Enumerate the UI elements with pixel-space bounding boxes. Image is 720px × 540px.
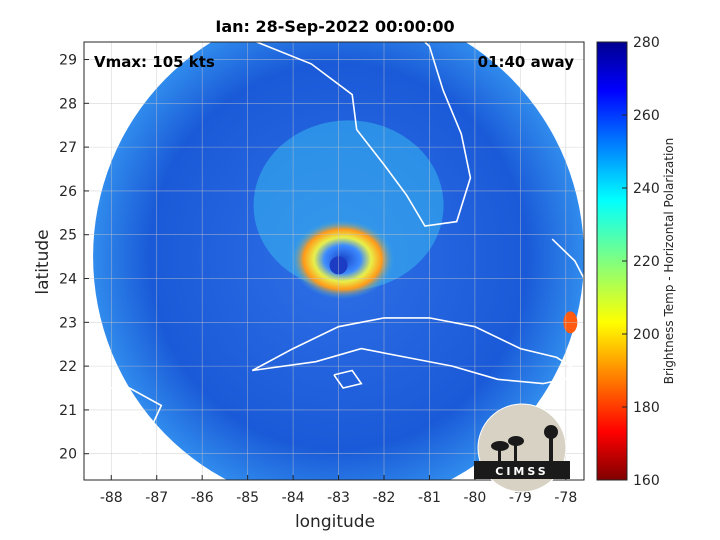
x-tick-label: -81 [418, 490, 441, 506]
x-tick-label: -87 [145, 490, 168, 506]
y-tick-label: 23 [59, 315, 77, 331]
colorbar-tick-label: 200 [633, 327, 660, 343]
colorbar-tick-label: 280 [633, 35, 660, 51]
y-tick-label: 26 [59, 184, 77, 200]
y-tick-label: 22 [59, 359, 77, 375]
chart-title: Ian: 28-Sep-2022 00:00:00 [215, 17, 454, 36]
cimss-logo: CIMSS [474, 403, 570, 493]
isla-juventud-coastline [333, 369, 363, 389]
x-tick-label: -86 [191, 490, 214, 506]
x-tick-label: -85 [236, 490, 259, 506]
x-tick-label: -84 [282, 490, 305, 506]
bahamas-coastline [551, 238, 584, 279]
plot-area-border [83, 41, 585, 481]
x-tick-label: -88 [100, 490, 123, 506]
y-tick-label: 24 [59, 272, 77, 288]
y-tick-label: 28 [59, 96, 77, 112]
x-tick-label: -79 [509, 490, 532, 506]
cuba-coastline [251, 317, 584, 385]
colorbar-label: Brightness Temp - Horizontal Polarizatio… [662, 138, 676, 385]
x-tick-label: -80 [463, 490, 486, 506]
cimss-logo-text: CIMSS [495, 465, 548, 478]
colorbar-tick-label: 260 [633, 108, 660, 124]
y-tick-label: 20 [59, 447, 77, 463]
x-tick-label: -82 [373, 490, 396, 506]
x-tick-label: -78 [554, 490, 577, 506]
colorbar-tick-label: 240 [633, 181, 660, 197]
y-axis-label: latitude [33, 229, 53, 294]
colorbar-tick-label: 160 [633, 473, 660, 489]
colorbar-tick-label: 220 [633, 254, 660, 270]
x-tick-label: -83 [327, 490, 350, 506]
x-axis-label: longitude [295, 512, 375, 532]
y-tick-label: 29 [59, 53, 77, 69]
colorbar-tick-label: 180 [633, 400, 660, 416]
yucatan-coastline [84, 387, 163, 480]
y-tick-label: 21 [59, 403, 77, 419]
florida-coastline [256, 42, 472, 227]
y-tick-label: 25 [59, 228, 77, 244]
time-away-annotation: 01:40 away [478, 53, 575, 71]
vmax-annotation: Vmax: 105 kts [94, 53, 215, 71]
y-tick-label: 27 [59, 140, 77, 156]
